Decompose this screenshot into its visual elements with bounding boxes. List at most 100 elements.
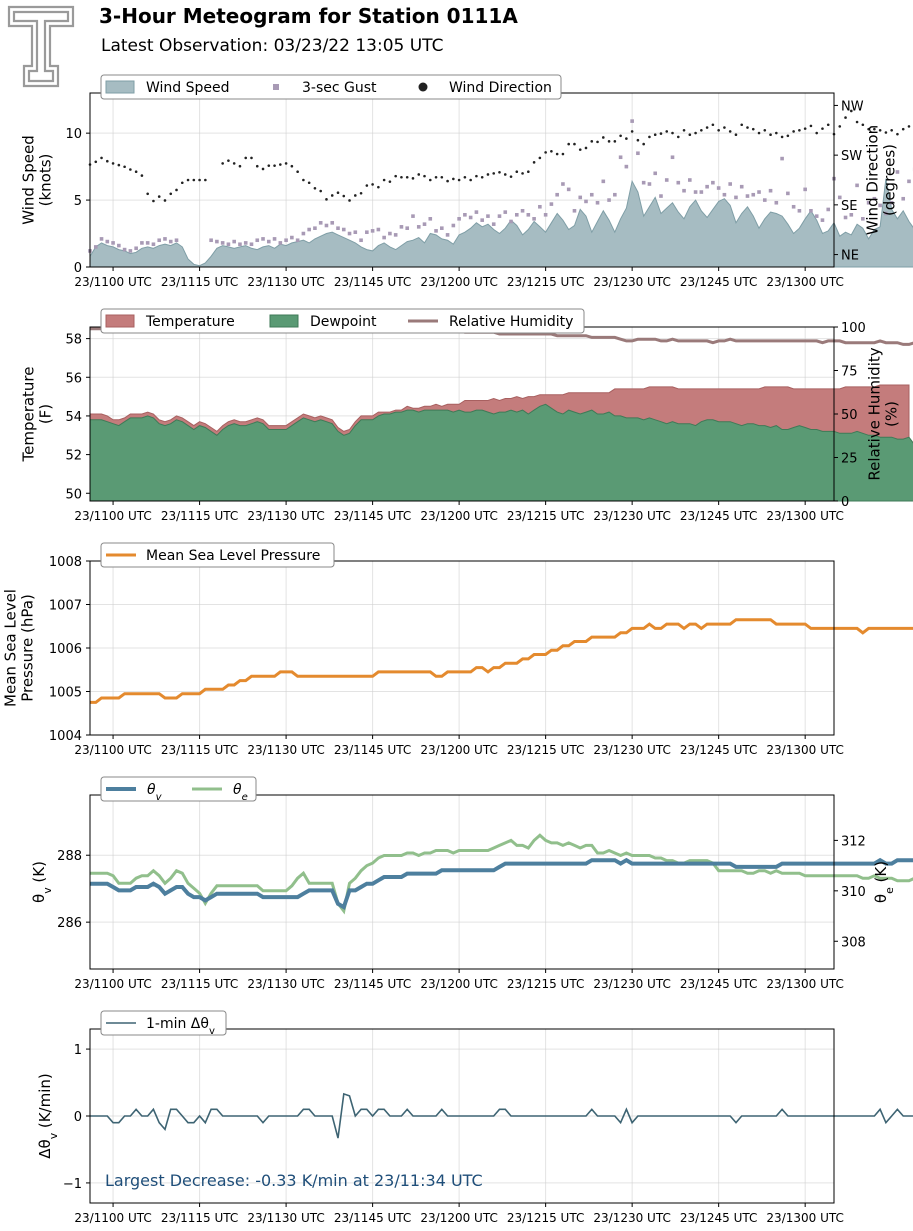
y-tick-label: 1008 [49,555,82,570]
direction-point [619,134,622,138]
x-tick-label: 23/1145 UTC [334,509,411,523]
gust-marker [682,188,686,193]
gust-marker [370,229,375,233]
dewpoint-area [89,403,913,502]
temperature-panel: 23/1100 UTC 23/1115 UTC 23/1130 UTC 23/1145… [20,308,913,523]
direction-point [544,151,547,154]
direction-point [192,178,196,182]
legend-box [100,74,562,100]
gust-marker [428,217,433,221]
theta-v-axis-label: θv (K) [30,861,54,903]
legend-box [100,1010,227,1036]
y-tick-label: 0 [74,261,82,276]
x-tick-label: 23/1100 UTC [74,509,151,523]
gust-marker [728,182,732,186]
gust-marker [907,179,911,184]
gust-marker [174,238,179,243]
gust-marker [670,155,675,160]
legend-label-rh: Relative Humidity [449,314,573,330]
direction-point [550,149,553,153]
gust-marker [520,208,525,213]
gust-marker [445,233,450,237]
gust-marker [330,221,335,225]
x-tick-label: 23/1130 UTC [247,743,324,757]
x-tick-label: 23/1300 UTC [766,509,843,523]
gust-marker [422,222,427,226]
gust-marker [140,241,144,245]
x-tick-label: 23/1115 UTC [161,743,238,757]
gust-marker [434,229,438,233]
direction-point [815,131,818,135]
direction-point [400,175,403,179]
gust-marker [122,247,127,252]
x-tick-label: 23/1100 UTC [74,1211,151,1225]
x-tick-label: 23/1215 UTC [507,977,584,991]
gust-marker [393,233,398,237]
gust-marker [497,214,502,218]
direction-point [515,170,519,174]
pressure-axis-label: Mean Sea LevelPressure (hPa) [2,589,37,707]
gust-marker [168,239,173,244]
direction-point [728,130,732,133]
direction-point [890,128,893,132]
y2-tick-label: NE [841,249,859,264]
page-title: 3-Hour Meteogram for Station 0111A [99,4,518,28]
gust-marker [884,211,888,216]
direction-point [244,156,248,160]
gust-marker [117,243,121,248]
direction-point [734,133,738,137]
theta-panel: 23/1100 UTC 23/1115 UTC 23/1130 UTC 23/1145… [30,776,913,991]
direction-point [330,194,334,197]
x-tick-label: 23/1300 UTC [766,743,843,757]
gust-marker [261,237,265,241]
direction-point [700,128,703,132]
gust-marker [474,210,479,214]
direction-point [855,120,859,124]
direction-point [584,146,588,150]
gust-marker [526,213,531,217]
direction-point [463,175,467,179]
direction-point [261,167,265,171]
direction-point [359,191,363,195]
pressure-legend: Mean Sea Level Pressure [100,542,335,568]
gust-marker [324,223,329,228]
plot-border [89,1028,835,1204]
x-tick-label: 23/1200 UTC [420,743,497,757]
plot-border [89,794,835,970]
direction-point [469,178,472,182]
y2-tick-label: 100 [841,321,866,336]
gust-marker [809,208,813,213]
y-tick-label: 1004 [49,729,82,744]
direction-point [665,130,669,133]
largest-decrease-annotation: Largest Decrease: -0.33 K/min at 23/11:3… [105,1171,483,1190]
direction-point [688,133,692,137]
direction-point [100,156,103,160]
direction-point [377,185,380,189]
gust-marker [313,226,317,230]
direction-point [521,172,524,175]
gust-marker [855,183,859,188]
gust-marker [382,235,386,240]
gust-marker [249,242,254,247]
y-tick-label: 52 [65,449,82,464]
legend-label-dewpoint: Dewpoint [310,314,377,330]
gust-marker [803,187,807,192]
direction-point [336,191,340,195]
gust-marker [532,217,536,221]
gust-marker [664,178,669,182]
gust-marker [647,182,652,186]
wind-speed-area [89,178,913,268]
direction-point [780,135,784,139]
direction-point [498,170,501,174]
direction-point [630,130,634,133]
gust-marker [780,156,784,161]
gust-marker [226,242,231,247]
gust-marker [440,226,444,230]
gust-marker [157,238,162,243]
direction-point [204,178,207,182]
gust-marker [365,230,369,234]
direction-point [723,126,726,129]
gust-marker [538,204,542,209]
delta-theta-axis-label: Δθv (K/min) [36,1073,60,1159]
theta-legend: θv θe [100,776,257,803]
